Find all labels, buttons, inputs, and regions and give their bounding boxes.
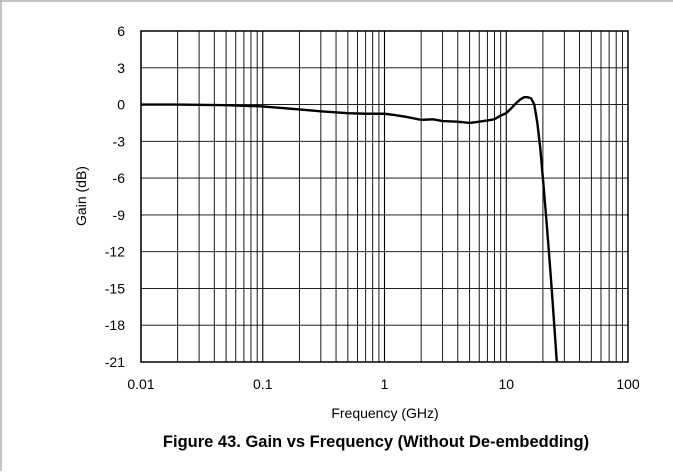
y-tick-labels: 6 3 0 -3 -6 -9 -12 -15 -18 -21 xyxy=(105,23,125,370)
y-tick-label: -3 xyxy=(113,133,126,149)
y-axis-label: Gain (dB) xyxy=(73,166,89,226)
x-tick-label: 100 xyxy=(616,376,640,392)
y-tick-label: -21 xyxy=(105,354,125,370)
y-tick-label: -12 xyxy=(105,244,125,260)
y-tick-label: -9 xyxy=(113,207,126,223)
grid-lines xyxy=(140,30,628,363)
gain-series-line xyxy=(141,95,558,363)
y-tick-label: 0 xyxy=(117,97,125,113)
x-axis-label: Frequency (GHz) xyxy=(331,405,438,421)
x-tick-label: 10 xyxy=(498,376,514,392)
figure-caption: Figure 43. Gain vs Frequency (Without De… xyxy=(163,433,589,451)
y-tick-label: 3 xyxy=(117,60,125,76)
y-tick-label: 6 xyxy=(117,23,125,39)
y-tick-label: -18 xyxy=(105,317,125,333)
data-series xyxy=(141,95,558,363)
x-tick-label: 0.1 xyxy=(253,376,273,392)
x-tick-label: 1 xyxy=(381,376,389,392)
plot-area-border xyxy=(140,30,629,363)
y-tick-label: -15 xyxy=(105,280,125,296)
y-tick-label: -6 xyxy=(113,170,126,186)
x-tick-labels: 0.01 0.1 1 10 100 xyxy=(127,376,640,392)
x-tick-label: 0.01 xyxy=(127,376,154,392)
